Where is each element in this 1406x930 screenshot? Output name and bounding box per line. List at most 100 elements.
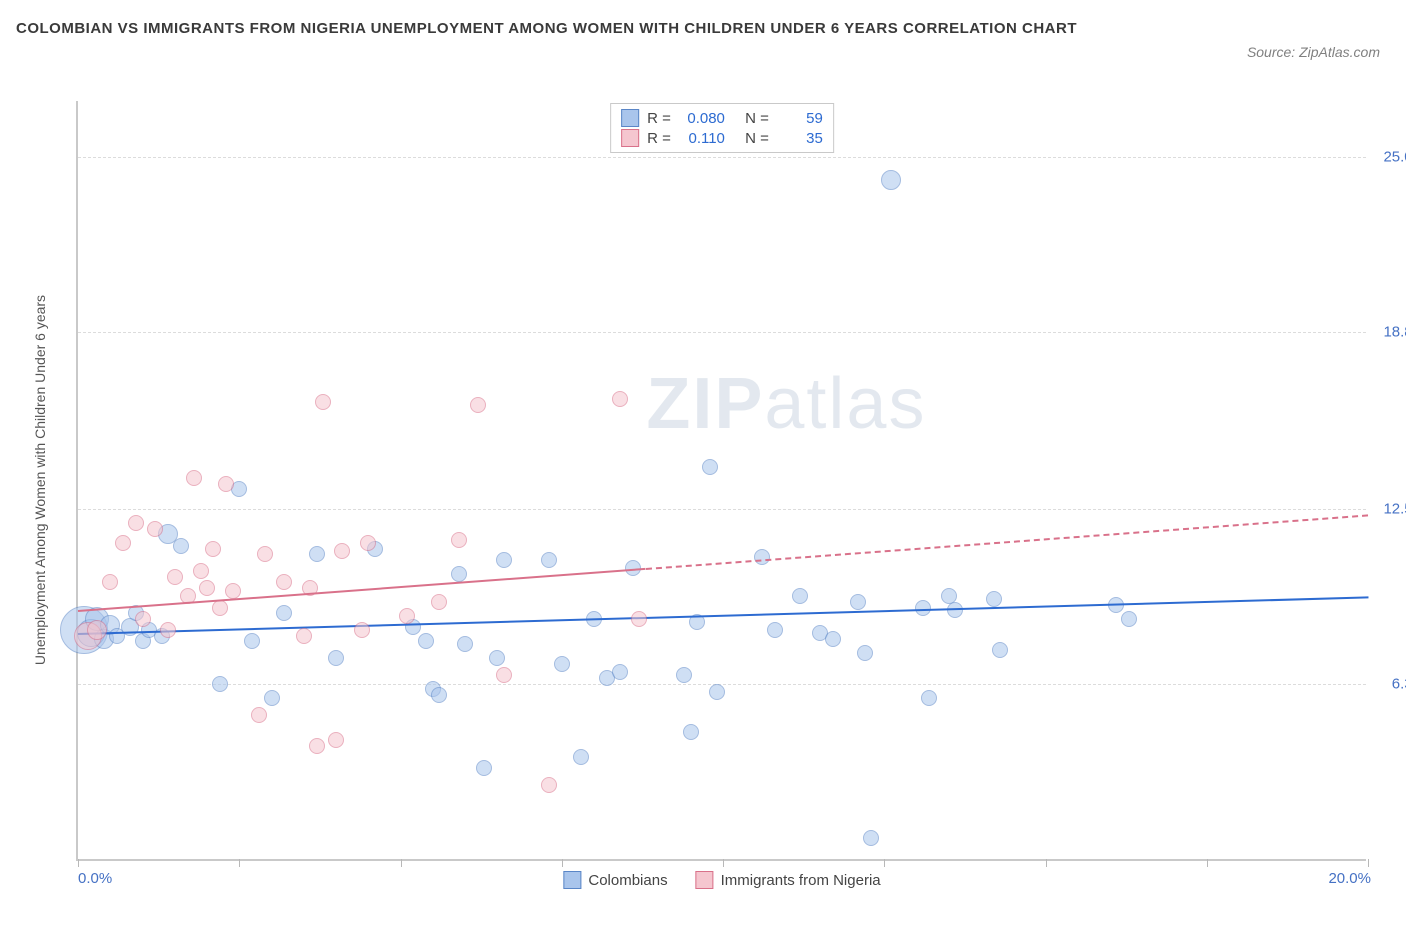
y-tick-label: 12.5% [1371,501,1406,518]
data-point [251,707,267,723]
y-tick-label: 6.3% [1371,675,1406,692]
data-point [612,664,628,680]
data-point [186,470,202,486]
swatch-icon [696,871,714,889]
data-point [676,667,692,683]
legend-label: Immigrants from Nigeria [721,872,881,889]
data-point [218,476,234,492]
data-point [470,397,486,413]
data-point [554,656,570,672]
y-tick-label: 18.8% [1371,323,1406,340]
trend-line [646,515,1369,571]
data-point [947,602,963,618]
data-point [881,170,901,190]
data-point [709,684,725,700]
trend-line [78,596,1368,635]
data-point [334,543,350,559]
data-point [683,724,699,740]
stat-n-label: N = [745,130,769,147]
x-axis-max-label: 20.0% [1328,870,1371,887]
x-axis-min-label: 0.0% [78,870,112,887]
data-point [257,546,273,562]
data-point [199,580,215,596]
data-point [354,622,370,638]
gridline [78,684,1366,685]
y-axis-label: Unemployment Among Women with Children U… [32,295,48,665]
data-point [225,583,241,599]
data-point [193,563,209,579]
stat-r-value: 0.080 [679,110,725,127]
stats-row: R = 0.080 N = 59 [621,108,823,128]
data-point [451,566,467,582]
x-tick [723,859,724,867]
x-tick [884,859,885,867]
data-point [135,611,151,627]
data-point [276,605,292,621]
swatch-icon [621,129,639,147]
data-point [541,777,557,793]
x-tick [239,859,240,867]
bottom-legend: Colombians Immigrants from Nigeria [563,871,880,889]
x-tick [1207,859,1208,867]
data-point [418,633,434,649]
data-point [328,732,344,748]
x-tick [401,859,402,867]
legend-item: Immigrants from Nigeria [696,871,881,889]
gridline [78,157,1366,158]
data-point [857,645,873,661]
stat-n-value: 59 [777,110,823,127]
data-point [1121,611,1137,627]
data-point [754,549,770,565]
data-point [360,535,376,551]
data-point [160,622,176,638]
data-point [212,676,228,692]
correlation-chart: COLOMBIAN VS IMMIGRANTS FROM NIGERIA UNE… [16,16,1390,914]
gridline [78,332,1366,333]
data-point [792,588,808,604]
stats-row: R = 0.110 N = 35 [621,128,823,148]
swatch-icon [621,109,639,127]
data-point [476,760,492,776]
watermark-light: atlas [764,364,926,444]
stats-legend-box: R = 0.080 N = 59 R = 0.110 N = 35 [610,103,834,153]
swatch-icon [563,871,581,889]
data-point [328,650,344,666]
stat-r-value: 0.110 [679,130,725,147]
source-attribution: Source: ZipAtlas.com [1247,44,1380,60]
x-tick [78,859,79,867]
data-point [767,622,783,638]
data-point [496,552,512,568]
data-point [167,569,183,585]
data-point [915,600,931,616]
data-point [573,749,589,765]
stat-n-label: N = [745,110,769,127]
data-point [451,532,467,548]
data-point [541,552,557,568]
data-point [702,459,718,475]
data-point [825,631,841,647]
data-point [315,394,331,410]
watermark: ZIPatlas [646,363,926,445]
data-point [296,628,312,644]
data-point [431,594,447,610]
legend-item: Colombians [563,871,667,889]
data-point [496,667,512,683]
data-point [173,538,189,554]
plot-area: Unemployment Among Women with Children U… [76,101,1366,861]
data-point [399,608,415,624]
data-point [102,574,118,590]
watermark-bold: ZIP [646,364,764,444]
data-point [457,636,473,652]
data-point [986,591,1002,607]
data-point [309,546,325,562]
data-point [212,600,228,616]
data-point [244,633,260,649]
data-point [612,391,628,407]
data-point [309,738,325,754]
data-point [431,687,447,703]
data-point [276,574,292,590]
legend-label: Colombians [588,872,667,889]
data-point [631,611,647,627]
x-tick [1368,859,1369,867]
data-point [147,521,163,537]
